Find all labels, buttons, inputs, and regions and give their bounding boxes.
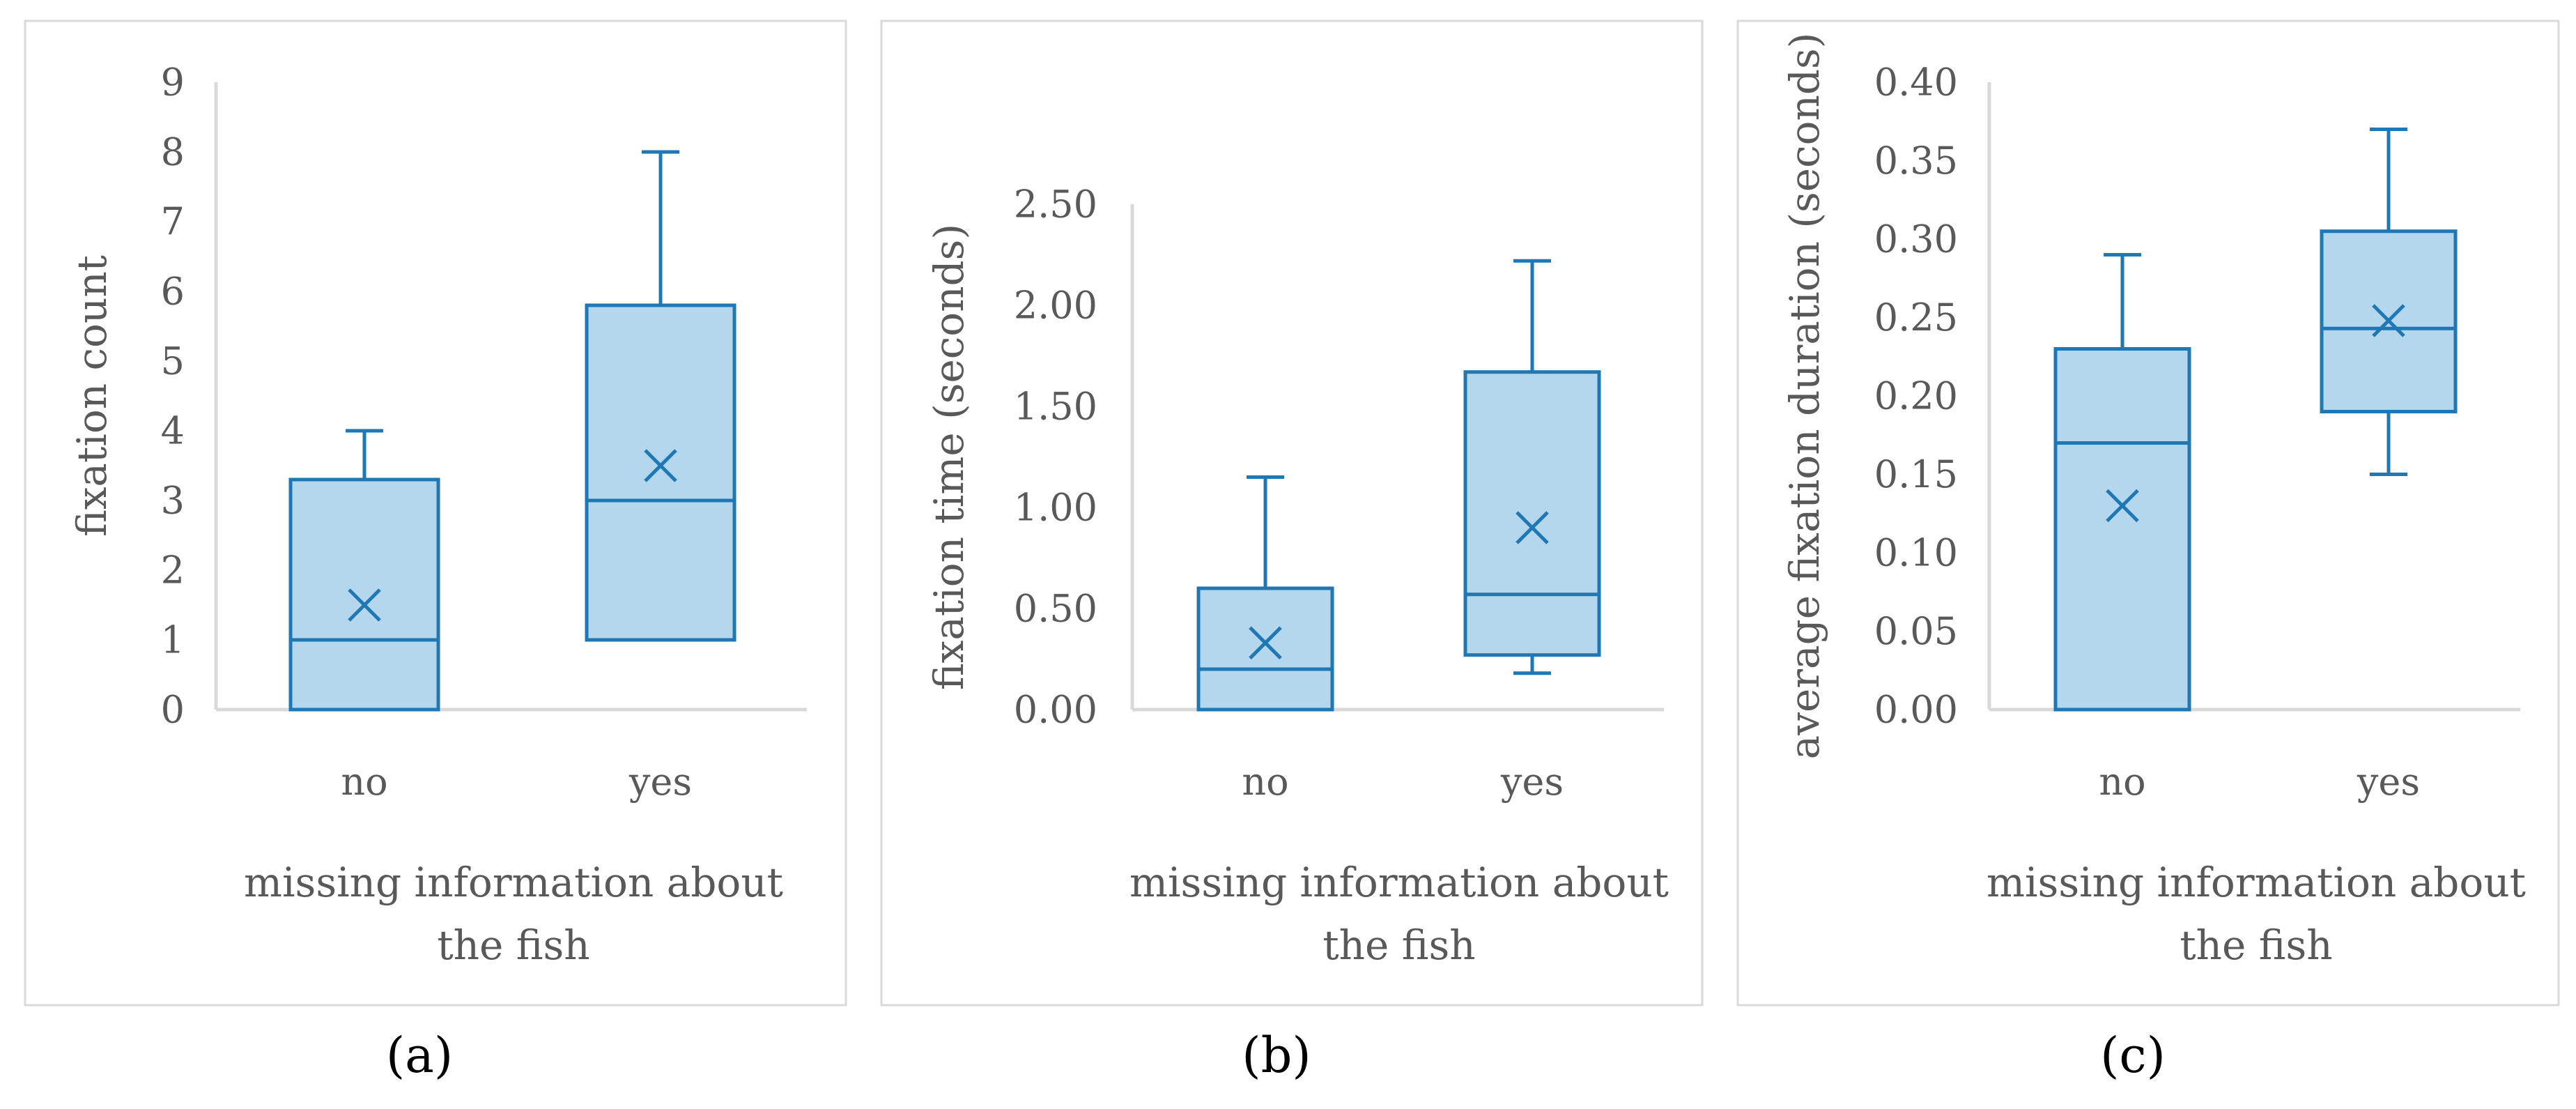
y-tick-label: 2.50 <box>1014 183 1097 227</box>
x-category-label: yes <box>628 760 692 804</box>
y-tick-label: 0.30 <box>1874 217 1958 261</box>
y-tick-label: 1 <box>161 618 185 662</box>
y-tick-label: 0.00 <box>1874 688 1958 732</box>
mean-marker-stroke-2 <box>348 588 381 622</box>
y-tick-label: 0.10 <box>1874 531 1958 575</box>
y-tick-label: 6 <box>161 270 185 314</box>
chart-panel-b: 0.00 0.50 1.00 1.50 2.00 2.50 fixation time (s… <box>925 183 1669 1085</box>
y-tick-label: 1.50 <box>1014 385 1097 429</box>
iqr-box <box>2053 347 2191 712</box>
mean-marker-stroke-2 <box>2372 304 2405 337</box>
y-tick-label: 7 <box>161 200 185 244</box>
y-tick-label: 0.50 <box>1014 587 1097 631</box>
y-tick-label: 2.00 <box>1014 284 1097 328</box>
chart-panel-a: 0 1 2 3 4 5 6 7 8 9 fixation count no yes missing inf… <box>68 61 807 1084</box>
chart-panel-c: 0.00 0.05 0.10 0.15 0.20 0.25 0.30 0.35 0.40 aver… <box>1781 33 2526 1084</box>
mean-marker-stroke-2 <box>2106 489 2139 523</box>
y-tick-label: 0.25 <box>1874 296 1958 339</box>
y-axis-title: fixation count <box>68 255 116 537</box>
box-yes <box>585 150 736 642</box>
y-tick-label: 0.15 <box>1874 452 1958 496</box>
charts-layer: 0 1 2 3 4 5 6 7 8 9 fixation count no yes missing inf… <box>68 33 2526 1084</box>
y-tick-label: 9 <box>161 61 185 105</box>
x-category-label: yes <box>2357 760 2420 804</box>
y-tick-label: 2 <box>161 549 185 592</box>
x-axis-title-line: the fish <box>1322 921 1475 969</box>
y-tick-label: 3 <box>161 479 185 523</box>
y-tick-label: 0.00 <box>1014 688 1097 732</box>
iqr-box <box>1463 370 1601 657</box>
y-tick-label: 0.05 <box>1874 609 1958 653</box>
box-no <box>1196 475 1334 712</box>
y-axis-title: fixation time (seconds) <box>925 224 973 690</box>
x-category-label: no <box>2099 760 2145 804</box>
y-axis-title: average fixation duration (seconds) <box>1781 33 1828 760</box>
box-no <box>288 429 440 712</box>
iqr-box <box>288 477 440 712</box>
mean-marker-stroke-2 <box>1249 626 1282 660</box>
y-tick-label: 1.00 <box>1014 486 1097 530</box>
y-tick-label: 5 <box>161 339 185 383</box>
y-tick-label: 0.20 <box>1874 374 1958 418</box>
iqr-box <box>1196 586 1334 712</box>
y-tick-label: 4 <box>161 409 185 453</box>
x-axis-title-line: the fish <box>2180 921 2332 969</box>
x-axis-title-line: the fish <box>437 921 589 969</box>
x-category-label: no <box>341 760 387 804</box>
mean-marker-stroke-2 <box>1515 511 1549 544</box>
mean-marker-stroke-2 <box>644 449 677 482</box>
y-tick-label: 0.40 <box>1874 61 1958 105</box>
y-tick-label: 0.35 <box>1874 139 1958 183</box>
iqr-box <box>585 303 736 642</box>
x-category-label: yes <box>1500 760 1564 804</box>
panel-caption: (c) <box>2100 1027 2166 1084</box>
panel-caption: (b) <box>1242 1027 1311 1084</box>
x-axis-title-line: missing information about <box>1987 859 2526 906</box>
x-axis-title-line: missing information about <box>1129 859 1669 906</box>
x-category-label: no <box>1242 760 1288 804</box>
box-no <box>2053 253 2191 712</box>
y-tick-label: 8 <box>161 130 185 174</box>
y-tick-label: 0 <box>161 688 185 732</box>
panel-caption: (a) <box>386 1027 453 1084</box>
box-yes <box>1463 259 1601 675</box>
box-yes <box>2320 128 2458 476</box>
x-axis-title-line: missing information about <box>244 859 783 906</box>
